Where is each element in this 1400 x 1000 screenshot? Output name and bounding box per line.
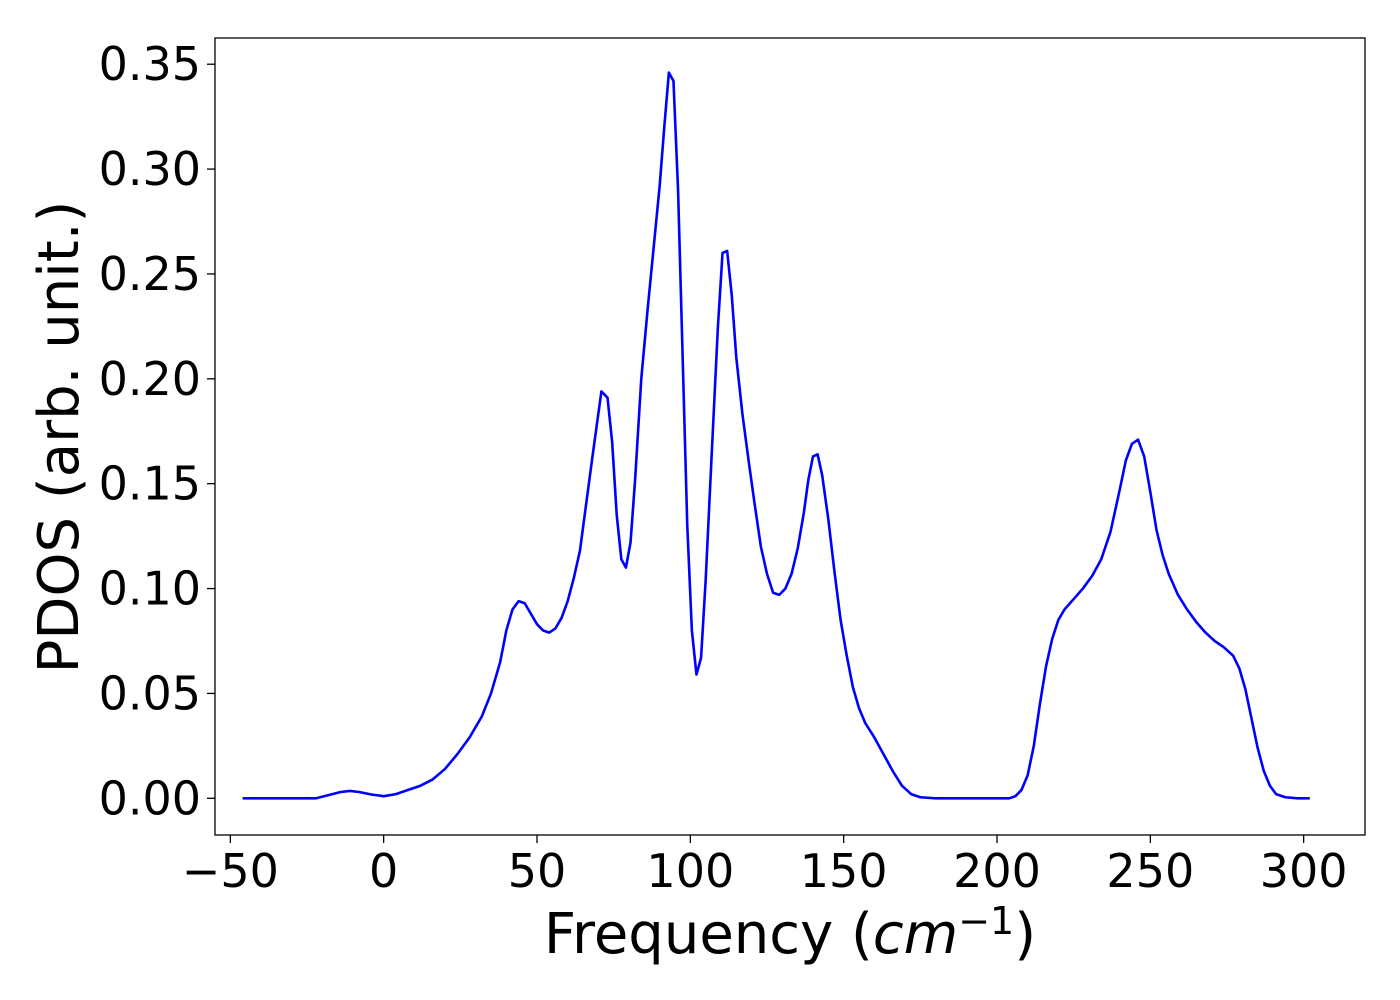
pdos-series-line xyxy=(242,71,1310,800)
y-axis-label: PDOS (arb. unit.) xyxy=(27,201,92,674)
y-tick-label: 0.20 xyxy=(99,352,201,406)
y-tick-label: 0.00 xyxy=(99,771,201,825)
y-tick-label: 0.30 xyxy=(99,142,201,196)
y-tick-label: 0.05 xyxy=(99,666,201,720)
x-axis-label-unit: cm xyxy=(873,902,958,967)
y-axis-ticks: 0.00 0.05 0.10 0.15 0.20 0.25 0.30 0.35 xyxy=(99,37,215,825)
x-tick-label: 150 xyxy=(800,844,888,898)
y-tick-label: 0.25 xyxy=(99,247,201,301)
x-axis-label-text: Frequency ( xyxy=(544,902,873,967)
y-tick-label: 0.35 xyxy=(99,37,201,91)
x-tick-label: 50 xyxy=(508,844,567,898)
x-axis-ticks: −50 0 50 100 150 200 250 300 xyxy=(182,835,1348,898)
x-tick-label: 100 xyxy=(646,844,734,898)
x-axis-label-close: ) xyxy=(1014,902,1036,967)
x-tick-label: −50 xyxy=(182,844,279,898)
x-tick-label: 200 xyxy=(953,844,1041,898)
x-tick-label: 250 xyxy=(1106,844,1194,898)
plot-area-frame xyxy=(214,37,1366,836)
x-tick-label: 300 xyxy=(1260,844,1348,898)
x-axis-label-exponent: −1 xyxy=(958,899,1014,943)
y-tick-label: 0.15 xyxy=(99,457,201,511)
x-axis-label: Frequency (cm−1) xyxy=(544,899,1036,967)
x-tick-label: 0 xyxy=(369,844,398,898)
series-layer xyxy=(242,71,1310,800)
y-tick-label: 0.10 xyxy=(99,562,201,616)
